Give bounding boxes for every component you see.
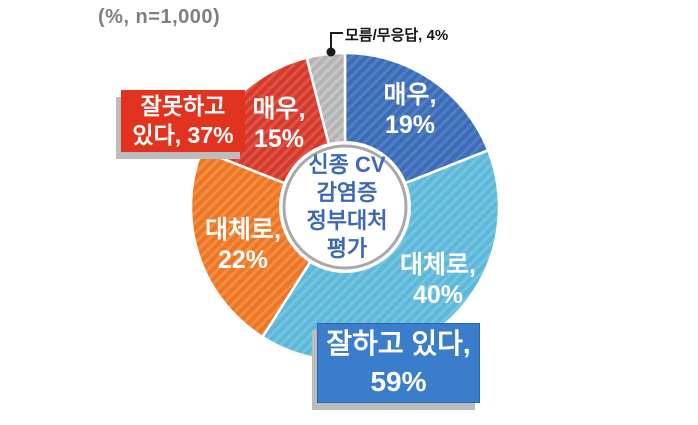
pie-hole-ring <box>282 144 408 270</box>
callout-label: 모름/무응답, 4% <box>345 27 449 44</box>
negative-summary-line1: 잘못하고 <box>140 93 226 119</box>
positive-summary-line2: 59% <box>370 366 427 397</box>
negative-summary-line2: 있다, 37% <box>132 122 234 148</box>
pie-center-label: 신종 CV 감염증 정부대처 평가 <box>306 152 388 261</box>
negative-summary-box: 잘못하고 있다, 37% <box>121 90 245 152</box>
callout-dot <box>326 47 336 57</box>
positive-summary-line1: 잘하고 있다, <box>326 328 471 359</box>
callout-line <box>330 32 343 52</box>
positive-summary-box: 잘하고 있다, 59% <box>317 323 480 403</box>
sample-size-note: (%, n=1,000) <box>98 6 221 28</box>
